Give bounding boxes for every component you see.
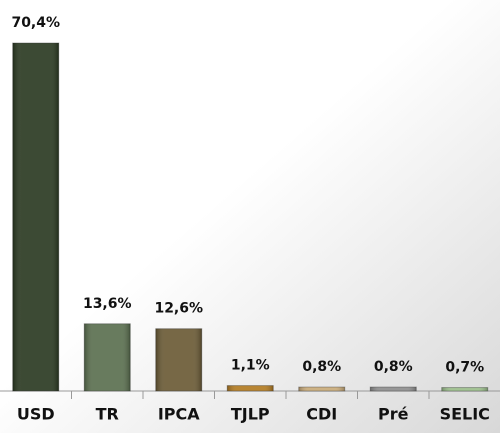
x-tick-label: IPCA <box>158 405 200 424</box>
x-tick-label: Pré <box>378 405 409 424</box>
value-label: 12,6% <box>154 301 203 317</box>
bar-shine <box>370 387 417 391</box>
bar-shine <box>155 328 202 391</box>
x-tick-label: USD <box>17 405 55 424</box>
x-tick-label: TR <box>96 405 119 424</box>
value-label: 70,4% <box>11 15 60 31</box>
value-label: 13,6% <box>83 296 132 312</box>
bar-shine <box>84 323 131 391</box>
value-label: 0,8% <box>302 359 341 375</box>
x-tick-label: TJLP <box>231 405 270 424</box>
x-tick-label: SELIC <box>440 405 490 424</box>
bar-shine <box>441 387 488 391</box>
value-label: 1,1% <box>231 358 270 374</box>
x-tick-label: CDI <box>306 405 337 424</box>
value-label: 0,7% <box>445 360 484 376</box>
bar-shine <box>227 385 274 391</box>
bar-shine <box>12 43 59 391</box>
value-label: 0,8% <box>374 359 413 375</box>
bar-shine <box>298 387 345 391</box>
